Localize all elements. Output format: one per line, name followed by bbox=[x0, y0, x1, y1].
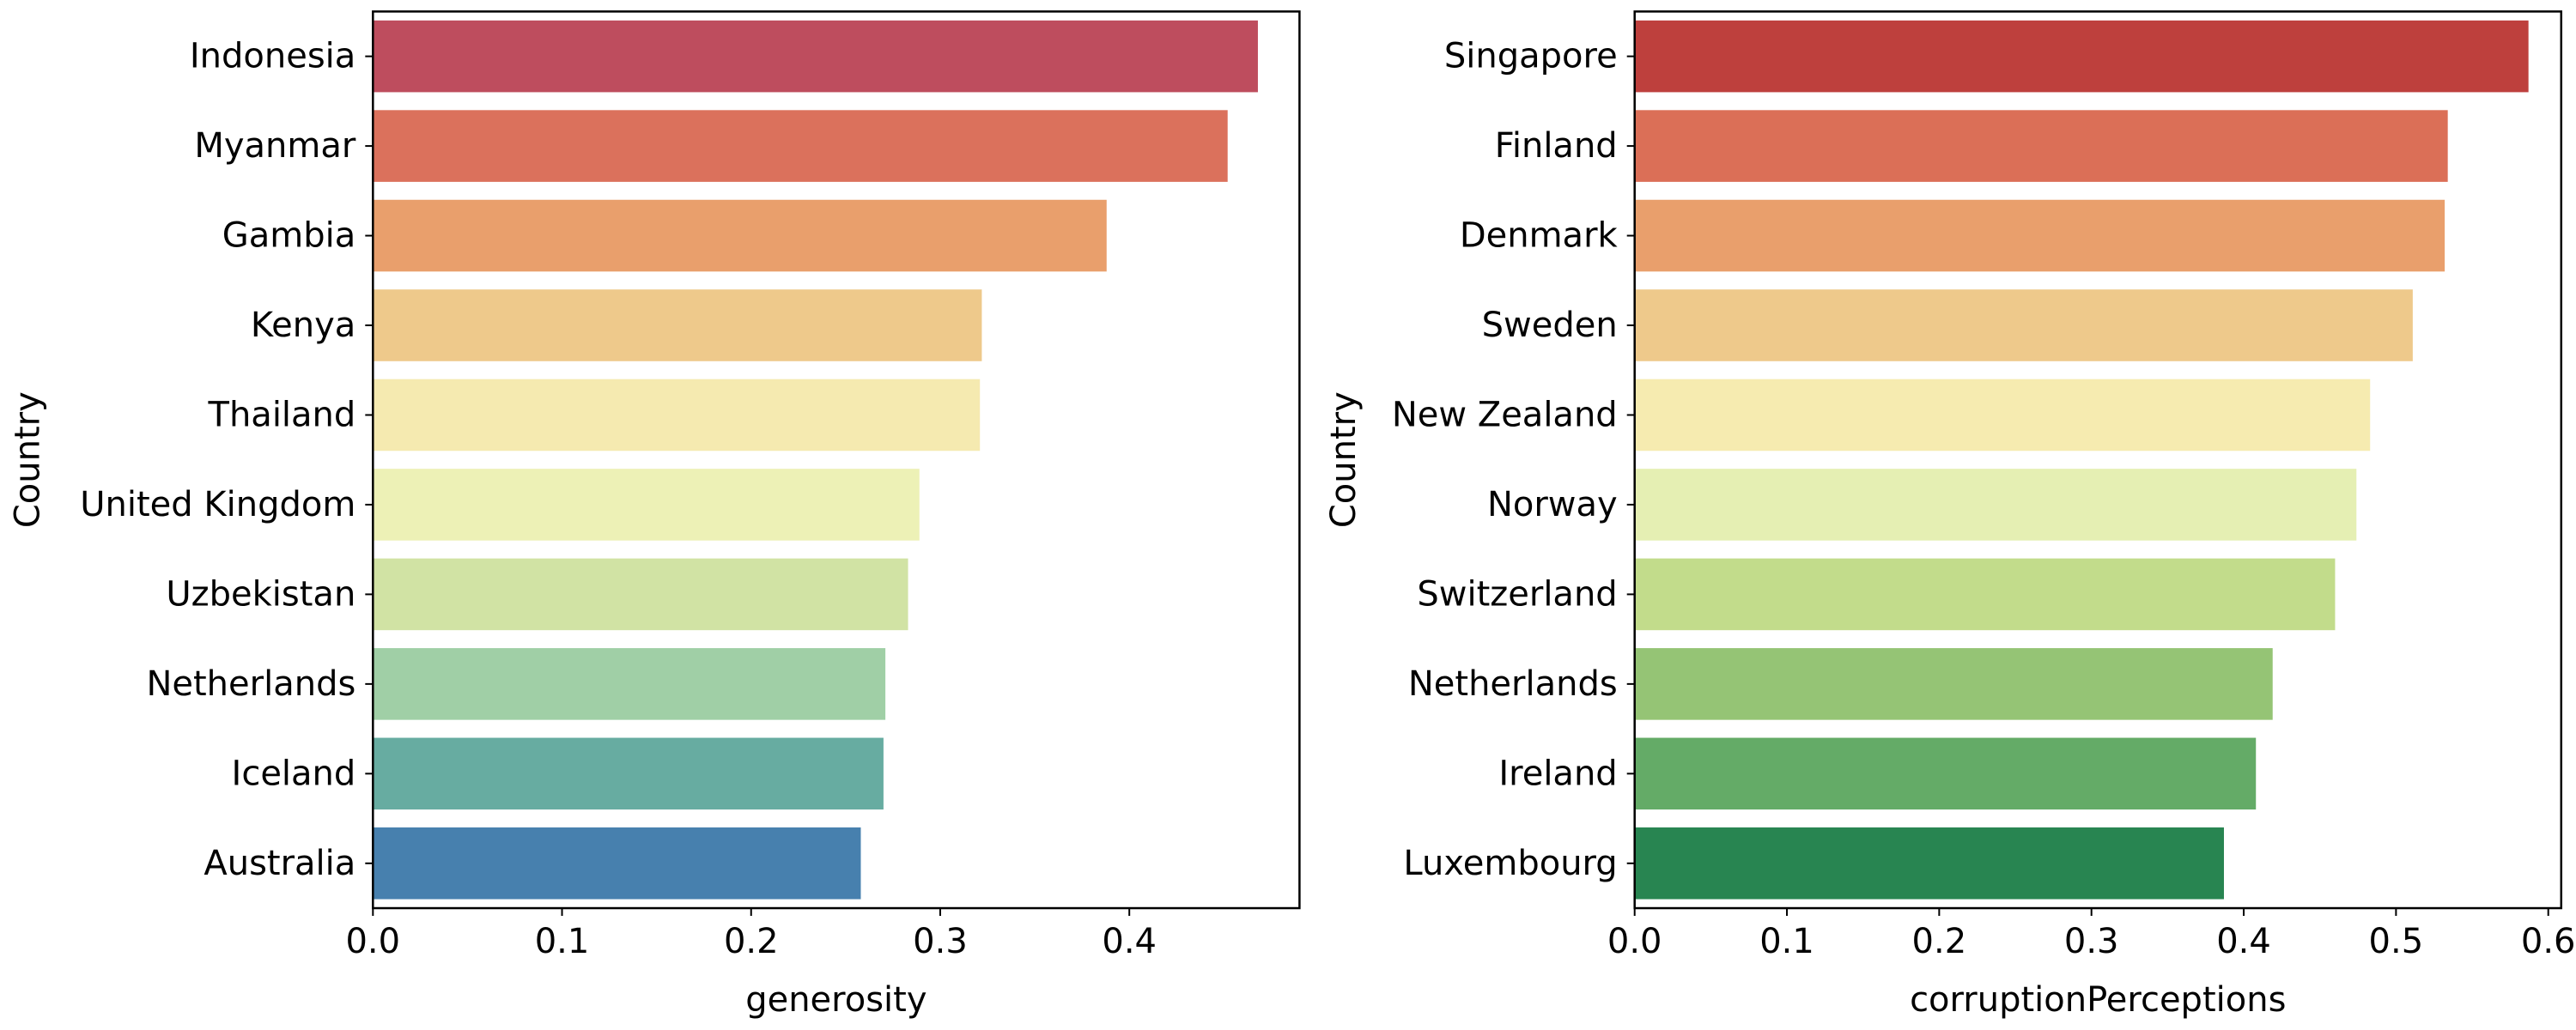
bar-iceland bbox=[373, 737, 884, 810]
bar-luxembourg bbox=[1634, 827, 2224, 900]
y-tick-label: Netherlands bbox=[146, 664, 355, 704]
x-axis-label: corruptionPerceptions bbox=[1910, 980, 2286, 1020]
x-tick-label: 0.0 bbox=[1607, 922, 1662, 961]
y-tick-label: New Zealand bbox=[1392, 395, 1618, 434]
x-tick-label: 0.0 bbox=[345, 922, 400, 961]
x-tick-label: 0.2 bbox=[1912, 922, 1967, 961]
bar-australia bbox=[373, 827, 861, 900]
y-tick-label: Luxembourg bbox=[1403, 844, 1617, 883]
y-tick-label: Norway bbox=[1487, 485, 1618, 524]
y-tick-label: Sweden bbox=[1482, 306, 1618, 345]
plot-frame bbox=[1633, 10, 2563, 910]
bar-finland bbox=[1634, 110, 2448, 182]
y-tick-label: Finland bbox=[1495, 126, 1618, 166]
bar-singapore bbox=[1634, 20, 2529, 93]
x-tick-label: 0.1 bbox=[535, 922, 590, 961]
bar-united-kingdom bbox=[373, 469, 920, 541]
bar-thailand bbox=[373, 379, 981, 451]
y-tick-label: Kenya bbox=[251, 306, 355, 345]
bar-kenya bbox=[373, 289, 982, 361]
y-tick-label: Thailand bbox=[208, 395, 356, 434]
x-tick-label: 0.1 bbox=[1759, 922, 1814, 961]
y-tick-label: Singapore bbox=[1444, 37, 1618, 76]
y-tick-label: Netherlands bbox=[1408, 664, 1618, 704]
x-tick-label: 0.3 bbox=[913, 922, 968, 961]
y-tick-label: Gambia bbox=[222, 216, 356, 256]
x-tick-label: 0.2 bbox=[724, 922, 779, 961]
bar-netherlands bbox=[1634, 648, 2273, 720]
y-tick-label: Indonesia bbox=[190, 37, 355, 76]
x-axis-label: generosity bbox=[745, 980, 927, 1020]
y-axis-label: Country bbox=[9, 391, 48, 528]
chart-2: Singapore Finland Denmark Sweden New Zealand… bbox=[1324, 10, 2576, 1020]
bar-norway bbox=[1634, 469, 2357, 541]
bar-uzbekistan bbox=[373, 558, 908, 631]
chart-1: Indonesia Myanmar Gambia Kenya Thailand Unite… bbox=[9, 10, 1301, 1020]
bar-myanmar bbox=[373, 110, 1228, 182]
plot-frame bbox=[372, 10, 1301, 910]
x-tick-label: 0.5 bbox=[2369, 922, 2424, 961]
x-tick-label: 0.4 bbox=[1102, 922, 1157, 961]
y-tick-label: Australia bbox=[204, 844, 355, 883]
x-tick-label: 0.3 bbox=[2064, 922, 2119, 961]
y-tick-label: Uzbekistan bbox=[166, 574, 355, 614]
bar-ireland bbox=[1634, 737, 2257, 810]
bar-new-zealand bbox=[1634, 379, 2371, 451]
y-tick-label: Denmark bbox=[1460, 216, 1619, 256]
bar-indonesia bbox=[373, 20, 1258, 93]
y-axis-label: Country bbox=[1324, 391, 1364, 528]
y-tick-label: United Kingdom bbox=[80, 485, 355, 524]
bar-gambia bbox=[373, 199, 1107, 272]
bar-sweden bbox=[1634, 289, 2413, 361]
bar-netherlands bbox=[373, 648, 886, 720]
y-tick-label: Switzerland bbox=[1417, 574, 1617, 614]
x-tick-label: 0.6 bbox=[2521, 922, 2576, 961]
bar-switzerland bbox=[1634, 558, 2336, 631]
y-tick-label: Iceland bbox=[232, 754, 356, 793]
bar-denmark bbox=[1634, 199, 2445, 272]
x-tick-label: 0.4 bbox=[2216, 922, 2271, 961]
y-tick-label: Ireland bbox=[1498, 754, 1617, 793]
y-tick-label: Myanmar bbox=[194, 126, 356, 166]
